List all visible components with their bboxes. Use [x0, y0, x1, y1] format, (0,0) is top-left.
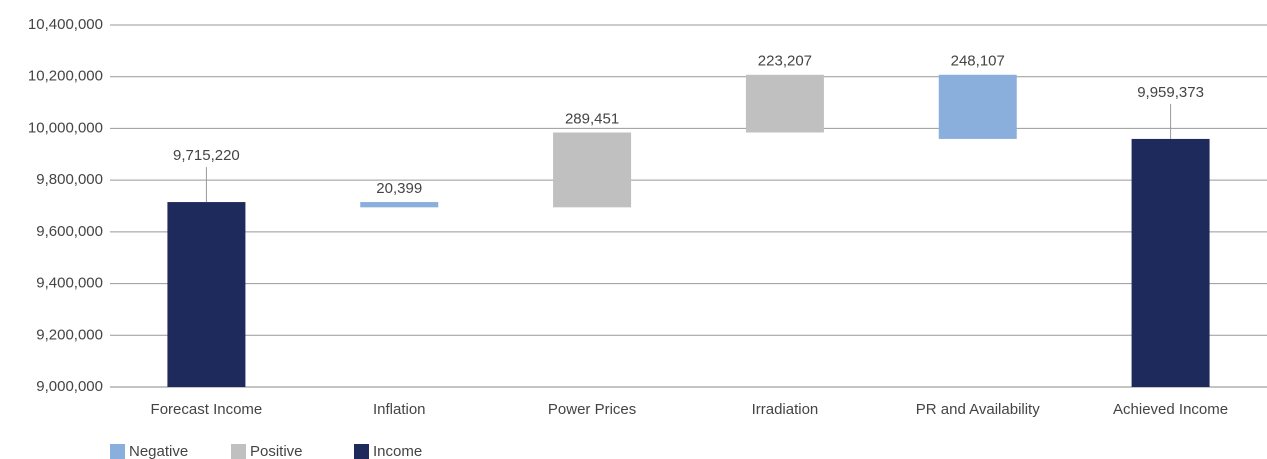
value-label: 289,451 — [565, 110, 619, 127]
legend-label: Negative — [129, 443, 188, 459]
x-tick-label: Achieved Income — [1113, 401, 1228, 418]
value-label: 248,107 — [951, 53, 1005, 70]
x-tick-label: Inflation — [373, 401, 426, 418]
value-label: 20,399 — [376, 180, 422, 197]
bar — [167, 202, 246, 387]
y-tick-label: 10,000,000 — [28, 119, 103, 136]
legend-swatch — [110, 444, 125, 459]
x-tick-label: PR and Availability — [916, 401, 1040, 418]
bar — [745, 74, 824, 133]
y-tick-label: 10,200,000 — [28, 68, 103, 85]
legend-label: Positive — [250, 443, 303, 459]
legend-swatch — [231, 444, 246, 459]
bar — [553, 132, 632, 208]
bar — [360, 202, 439, 208]
x-tick-label: Power Prices — [548, 401, 636, 418]
bar — [1131, 138, 1210, 387]
value-label: 9,715,220 — [173, 147, 240, 164]
y-tick-label: 10,400,000 — [28, 16, 103, 33]
y-tick-label: 9,200,000 — [36, 326, 103, 343]
y-tick-label: 9,800,000 — [36, 171, 103, 188]
bar — [938, 74, 1017, 139]
x-tick-label: Forecast Income — [151, 401, 263, 418]
value-label: 9,959,373 — [1137, 84, 1204, 101]
legend-swatch — [354, 444, 369, 459]
x-tick-label: Irradiation — [752, 401, 819, 418]
value-label: 223,207 — [758, 53, 812, 70]
legend-label: Income — [373, 443, 422, 459]
y-tick-label: 9,400,000 — [36, 275, 103, 292]
y-tick-label: 9,600,000 — [36, 223, 103, 240]
y-tick-label: 9,000,000 — [36, 378, 103, 395]
